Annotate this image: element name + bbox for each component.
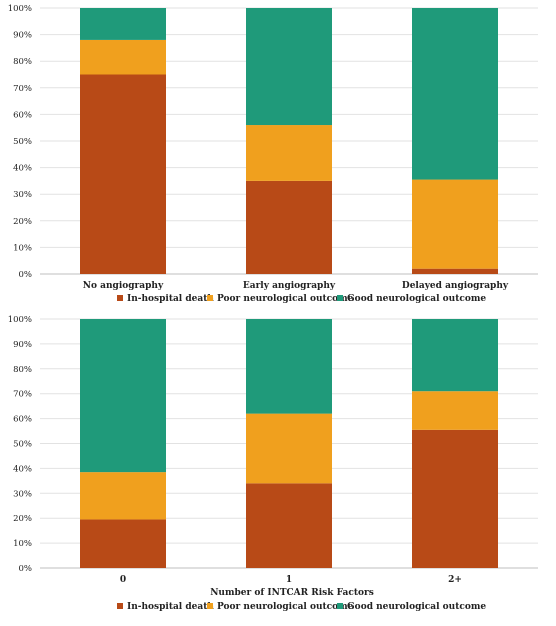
chart1-legend-label: Poor neurological outcome (217, 294, 354, 304)
chart1-legend-swatch (117, 295, 123, 301)
chart1-legend-label: In-hospital death (127, 294, 214, 304)
chart1-bar-2-0 (80, 8, 166, 40)
chart1-y-tick-label: 50% (13, 137, 32, 147)
chart2-x-category-label: 1 (286, 575, 292, 585)
chart2-y-tick-label: 0% (19, 564, 33, 574)
chart1-x-category-label: Delayed angiography (402, 281, 509, 291)
chart2-bar-0-2 (412, 429, 498, 568)
chart1-y-tick-label: 30% (13, 190, 32, 200)
chart1-y-tick-label: 100% (8, 4, 32, 14)
chart2-x-category-label: 2+ (448, 575, 462, 585)
chart1-bar-2-1 (246, 8, 332, 126)
chart2-y-tick-label: 100% (8, 315, 32, 325)
chart2-legend-swatch (207, 603, 213, 609)
chart2-bar-2-0 (80, 319, 166, 473)
chart1-bar-1-1 (246, 125, 332, 181)
chart1-y-tick-label: 40% (13, 164, 32, 174)
chart2-bar-2-1 (246, 319, 332, 414)
chart2-bar-1-2 (412, 391, 498, 430)
chart1-bar-0-1 (246, 180, 332, 274)
chart1-y-tick-label: 90% (13, 31, 32, 41)
chart1-bar-1-0 (80, 39, 166, 75)
chart2-y-tick-label: 80% (13, 365, 32, 375)
chart1-y-tick-label: 80% (13, 57, 32, 67)
chart2-y-tick-label: 10% (13, 539, 32, 549)
chart1-y-tick-label: 10% (13, 243, 32, 253)
chart2-legend-label: Poor neurological outcome (217, 602, 354, 612)
chart2-y-tick-label: 90% (13, 340, 32, 350)
chart1-y-tick-label: 0% (19, 270, 33, 280)
chart2-legend-label: Good neurological outcome (347, 602, 486, 612)
chart2-bar-1-0 (80, 472, 166, 520)
chart1-bar-1-2 (412, 179, 498, 269)
chart2-bar-2-2 (412, 319, 498, 392)
chart2-bar-0-1 (246, 483, 332, 568)
chart1-bar-0-2 (412, 268, 498, 274)
chart2-y-tick-label: 60% (13, 415, 32, 425)
chart1-y-tick-label: 70% (13, 84, 32, 94)
chart2-y-tick-label: 20% (13, 514, 32, 524)
chart2-bar-0-0 (80, 519, 166, 568)
chart1-y-tick-label: 60% (13, 110, 32, 120)
chart1-x-category-label: Early angiography (243, 281, 336, 291)
chart2-y-tick-label: 70% (13, 390, 32, 400)
chart2-legend-swatch (337, 603, 343, 609)
chart2-legend-label: In-hospital death (127, 602, 214, 612)
chart2-y-tick-label: 50% (13, 440, 32, 450)
chart1-legend-swatch (207, 295, 213, 301)
chart1-bar-0-0 (80, 74, 166, 274)
chart1-bar-2-2 (412, 8, 498, 180)
chart2-x-category-label: 0 (120, 575, 126, 585)
chart2-x-axis-label: Number of INTCAR Risk Factors (210, 588, 374, 598)
chart1-legend-label: Good neurological outcome (347, 294, 486, 304)
chart2-y-tick-label: 40% (13, 464, 32, 474)
chart2-bar-1-1 (246, 413, 332, 484)
chart2-legend-swatch (117, 603, 123, 609)
chart2-y-tick-label: 30% (13, 489, 32, 499)
chart1-legend-swatch (337, 295, 343, 301)
chart1-y-tick-label: 20% (13, 217, 32, 227)
chart1-x-category-label: No angiography (83, 281, 164, 291)
